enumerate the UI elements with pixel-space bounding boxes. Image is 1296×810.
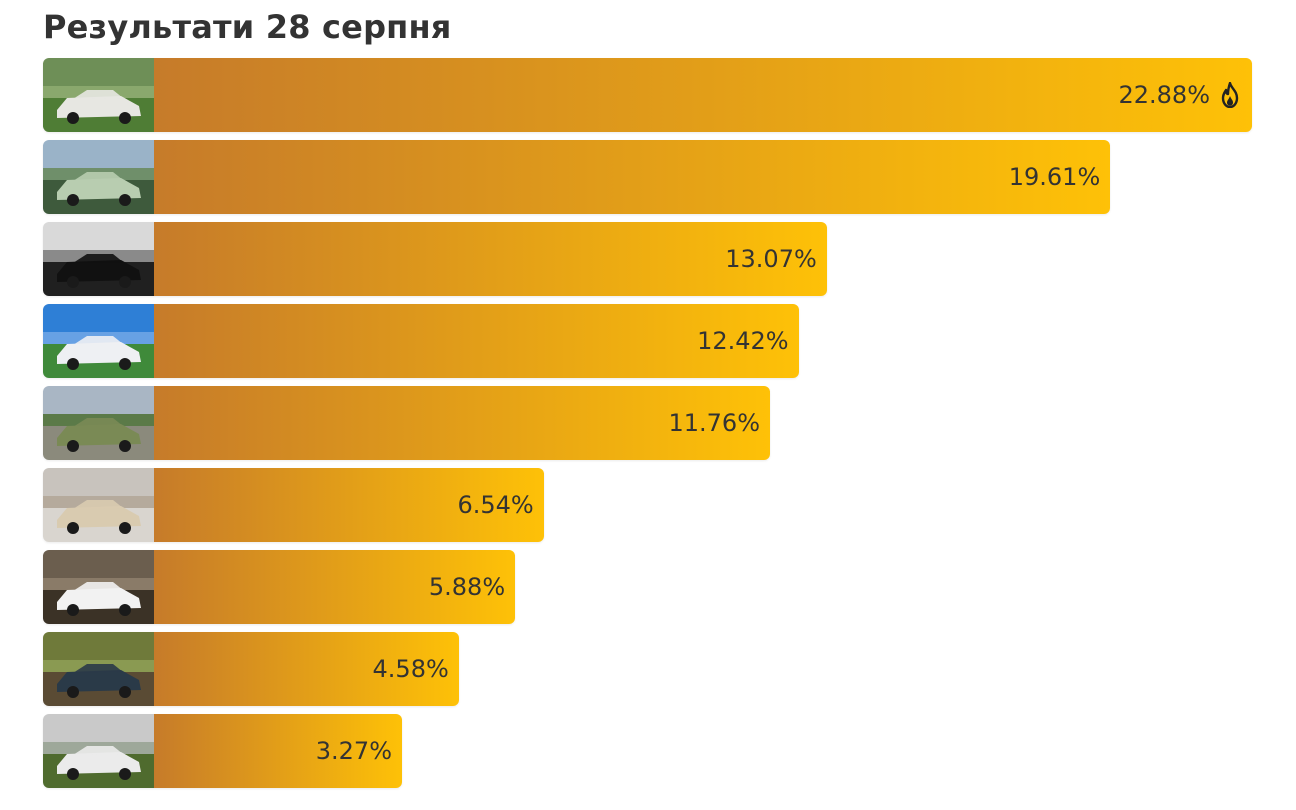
car-photo-thumbnail	[43, 386, 154, 460]
car-photo-thumbnail	[43, 632, 154, 706]
result-row: 22.88%	[43, 58, 1252, 132]
result-row: 19.61%	[43, 140, 1111, 214]
value-label: 22.88%	[1118, 81, 1210, 109]
result-bar: 5.88%	[154, 550, 516, 624]
value-label: 6.54%	[457, 491, 534, 519]
car-photo-thumbnail	[43, 468, 154, 542]
result-bar: 4.58%	[154, 632, 459, 706]
results-bar-chart: 22.88% 19.61% 13.07% 12.42% 11.76% 6.54% 5.88%…	[43, 58, 1253, 796]
result-row: 5.88%	[43, 550, 516, 624]
value-label: 19.61%	[1008, 163, 1101, 191]
result-bar: 11.76%	[154, 386, 770, 460]
result-bar: 19.61%	[154, 140, 1111, 214]
result-bar: 22.88%	[154, 58, 1252, 132]
car-photo-thumbnail	[43, 140, 154, 214]
result-row: 3.27%	[43, 714, 402, 788]
value-label: 5.88%	[428, 573, 506, 601]
result-bar: 12.42%	[154, 304, 799, 378]
page-title: Результати 28 серпня	[43, 8, 452, 46]
result-row: 13.07%	[43, 222, 827, 296]
result-row: 12.42%	[43, 304, 799, 378]
value-label: 4.58%	[372, 655, 449, 683]
value-label: 3.27%	[315, 737, 392, 765]
value-label: 12.42%	[697, 327, 789, 355]
car-photo-thumbnail	[43, 222, 154, 296]
value-label: 13.07%	[725, 245, 817, 273]
result-bar: 6.54%	[154, 468, 544, 542]
car-photo-thumbnail	[43, 58, 154, 132]
car-photo-thumbnail	[43, 714, 154, 788]
value-label: 11.76%	[668, 409, 760, 437]
result-row: 4.58%	[43, 632, 459, 706]
result-row: 6.54%	[43, 468, 544, 542]
car-photo-thumbnail	[43, 550, 154, 624]
result-row: 11.76%	[43, 386, 770, 460]
fire-icon	[1221, 82, 1239, 108]
car-photo-thumbnail	[43, 304, 154, 378]
result-bar: 3.27%	[154, 714, 402, 788]
result-bar: 13.07%	[154, 222, 827, 296]
